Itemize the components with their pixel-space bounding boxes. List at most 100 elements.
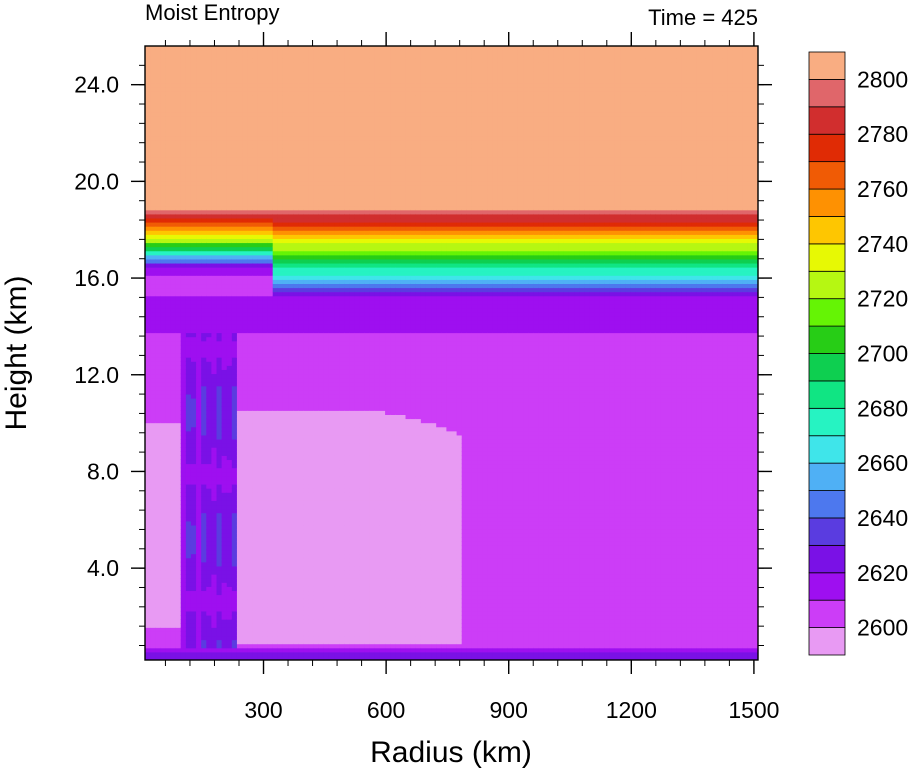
contour-cell: [155, 496, 161, 501]
contour-cell: [308, 242, 315, 248]
contour-cell: [180, 258, 187, 264]
contour-cell: [262, 373, 269, 379]
contour-cell: [206, 140, 213, 145]
contour-cell: [216, 287, 223, 293]
contour-cell: [262, 647, 269, 653]
contour-cell: [221, 369, 228, 375]
contour-cell: [262, 635, 269, 641]
contour-cell: [216, 66, 223, 72]
contour-cell: [282, 545, 289, 551]
contour-cell: [180, 410, 187, 415]
contour-cell: [257, 205, 264, 211]
contour-cell: [190, 369, 197, 375]
contour-cell: [242, 176, 248, 182]
contour-cell: [262, 82, 269, 88]
contour-cell: [175, 91, 182, 96]
contour-cell: [242, 291, 248, 297]
contour-cell: [170, 262, 177, 268]
contour-cell: [201, 434, 207, 440]
contour-cell: [216, 50, 223, 55]
contour-cell: [211, 553, 218, 559]
contour-cell: [201, 492, 207, 497]
contour-cell: [175, 230, 182, 235]
contour-cell: [242, 152, 248, 158]
contour-cell: [257, 565, 264, 571]
contour-cell: [150, 328, 156, 334]
contour-cell: [293, 353, 299, 358]
contour-cell: [267, 267, 274, 272]
contour-cell: [170, 467, 177, 473]
contour-cell: [201, 438, 207, 444]
contour-cell: [180, 303, 187, 309]
contour-cell: [298, 422, 304, 428]
contour-cell: [282, 99, 289, 104]
contour-cell: [226, 148, 233, 154]
contour-cell: [226, 95, 233, 100]
contour-cell: [252, 393, 258, 399]
contour-cell: [236, 561, 243, 567]
contour-cell: [231, 488, 238, 493]
contour-cell: [206, 393, 213, 399]
contour-cell: [236, 406, 243, 411]
contour-cell: [262, 160, 269, 166]
contour-cell: [231, 95, 238, 100]
contour-cell: [298, 205, 304, 211]
contour-cell: [272, 549, 279, 555]
contour-cell: [288, 565, 294, 571]
contour-cell: [231, 553, 238, 559]
contour-cell: [170, 389, 177, 395]
contour-cell: [206, 148, 213, 154]
contour-cell: [180, 406, 187, 411]
contour-cell: [180, 639, 187, 645]
contour-cell: [236, 398, 243, 403]
contour-cell: [150, 140, 156, 145]
contour-cell: [288, 328, 294, 334]
contour-cell: [201, 336, 207, 342]
contour-cell: [150, 516, 156, 522]
contour-cell: [298, 267, 304, 272]
contour-cell: [277, 127, 284, 133]
contour-cell: [242, 54, 248, 59]
contour-cell: [201, 389, 207, 395]
contour-cell: [175, 389, 182, 395]
contour-cell: [277, 483, 284, 489]
contour-cell: [242, 74, 248, 80]
contour-cell: [160, 385, 167, 391]
contour-cell: [190, 148, 197, 154]
contour-cell: [313, 582, 320, 587]
contour-cell: [231, 483, 238, 489]
contour-cell: [231, 361, 238, 366]
contour-cell: [293, 111, 299, 117]
contour-cell: [262, 70, 269, 76]
contour-cell: [262, 426, 269, 432]
contour-cell: [288, 385, 294, 391]
contour-cell: [236, 324, 243, 330]
contour-cell: [242, 340, 248, 346]
contour-cell: [293, 316, 299, 321]
contour-cell: [267, 443, 274, 448]
contour-cell: [308, 443, 315, 448]
contour-cell: [226, 307, 233, 313]
contour-cell: [308, 275, 315, 280]
contour-cell: [308, 307, 315, 313]
contour-cell: [272, 246, 279, 252]
contour-cell: [242, 172, 248, 178]
contour-cell: [165, 193, 172, 199]
contour-cell: [180, 434, 187, 440]
contour-cell: [303, 226, 310, 231]
contour-cell: [247, 254, 253, 260]
contour-cell: [190, 152, 197, 158]
contour-cell: [190, 127, 197, 133]
contour-cell: [262, 574, 269, 579]
contour-cell: [308, 438, 315, 444]
contour-cell: [293, 234, 299, 239]
contour-cell: [185, 406, 192, 411]
contour-cell: [282, 119, 289, 125]
contour-cell: [252, 377, 258, 383]
contour-cell: [150, 557, 156, 563]
contour-cell: [298, 385, 304, 391]
contour-cell: [257, 569, 264, 575]
contour-cell: [257, 414, 264, 420]
contour-cell: [180, 82, 187, 88]
contour-cell: [288, 402, 294, 407]
